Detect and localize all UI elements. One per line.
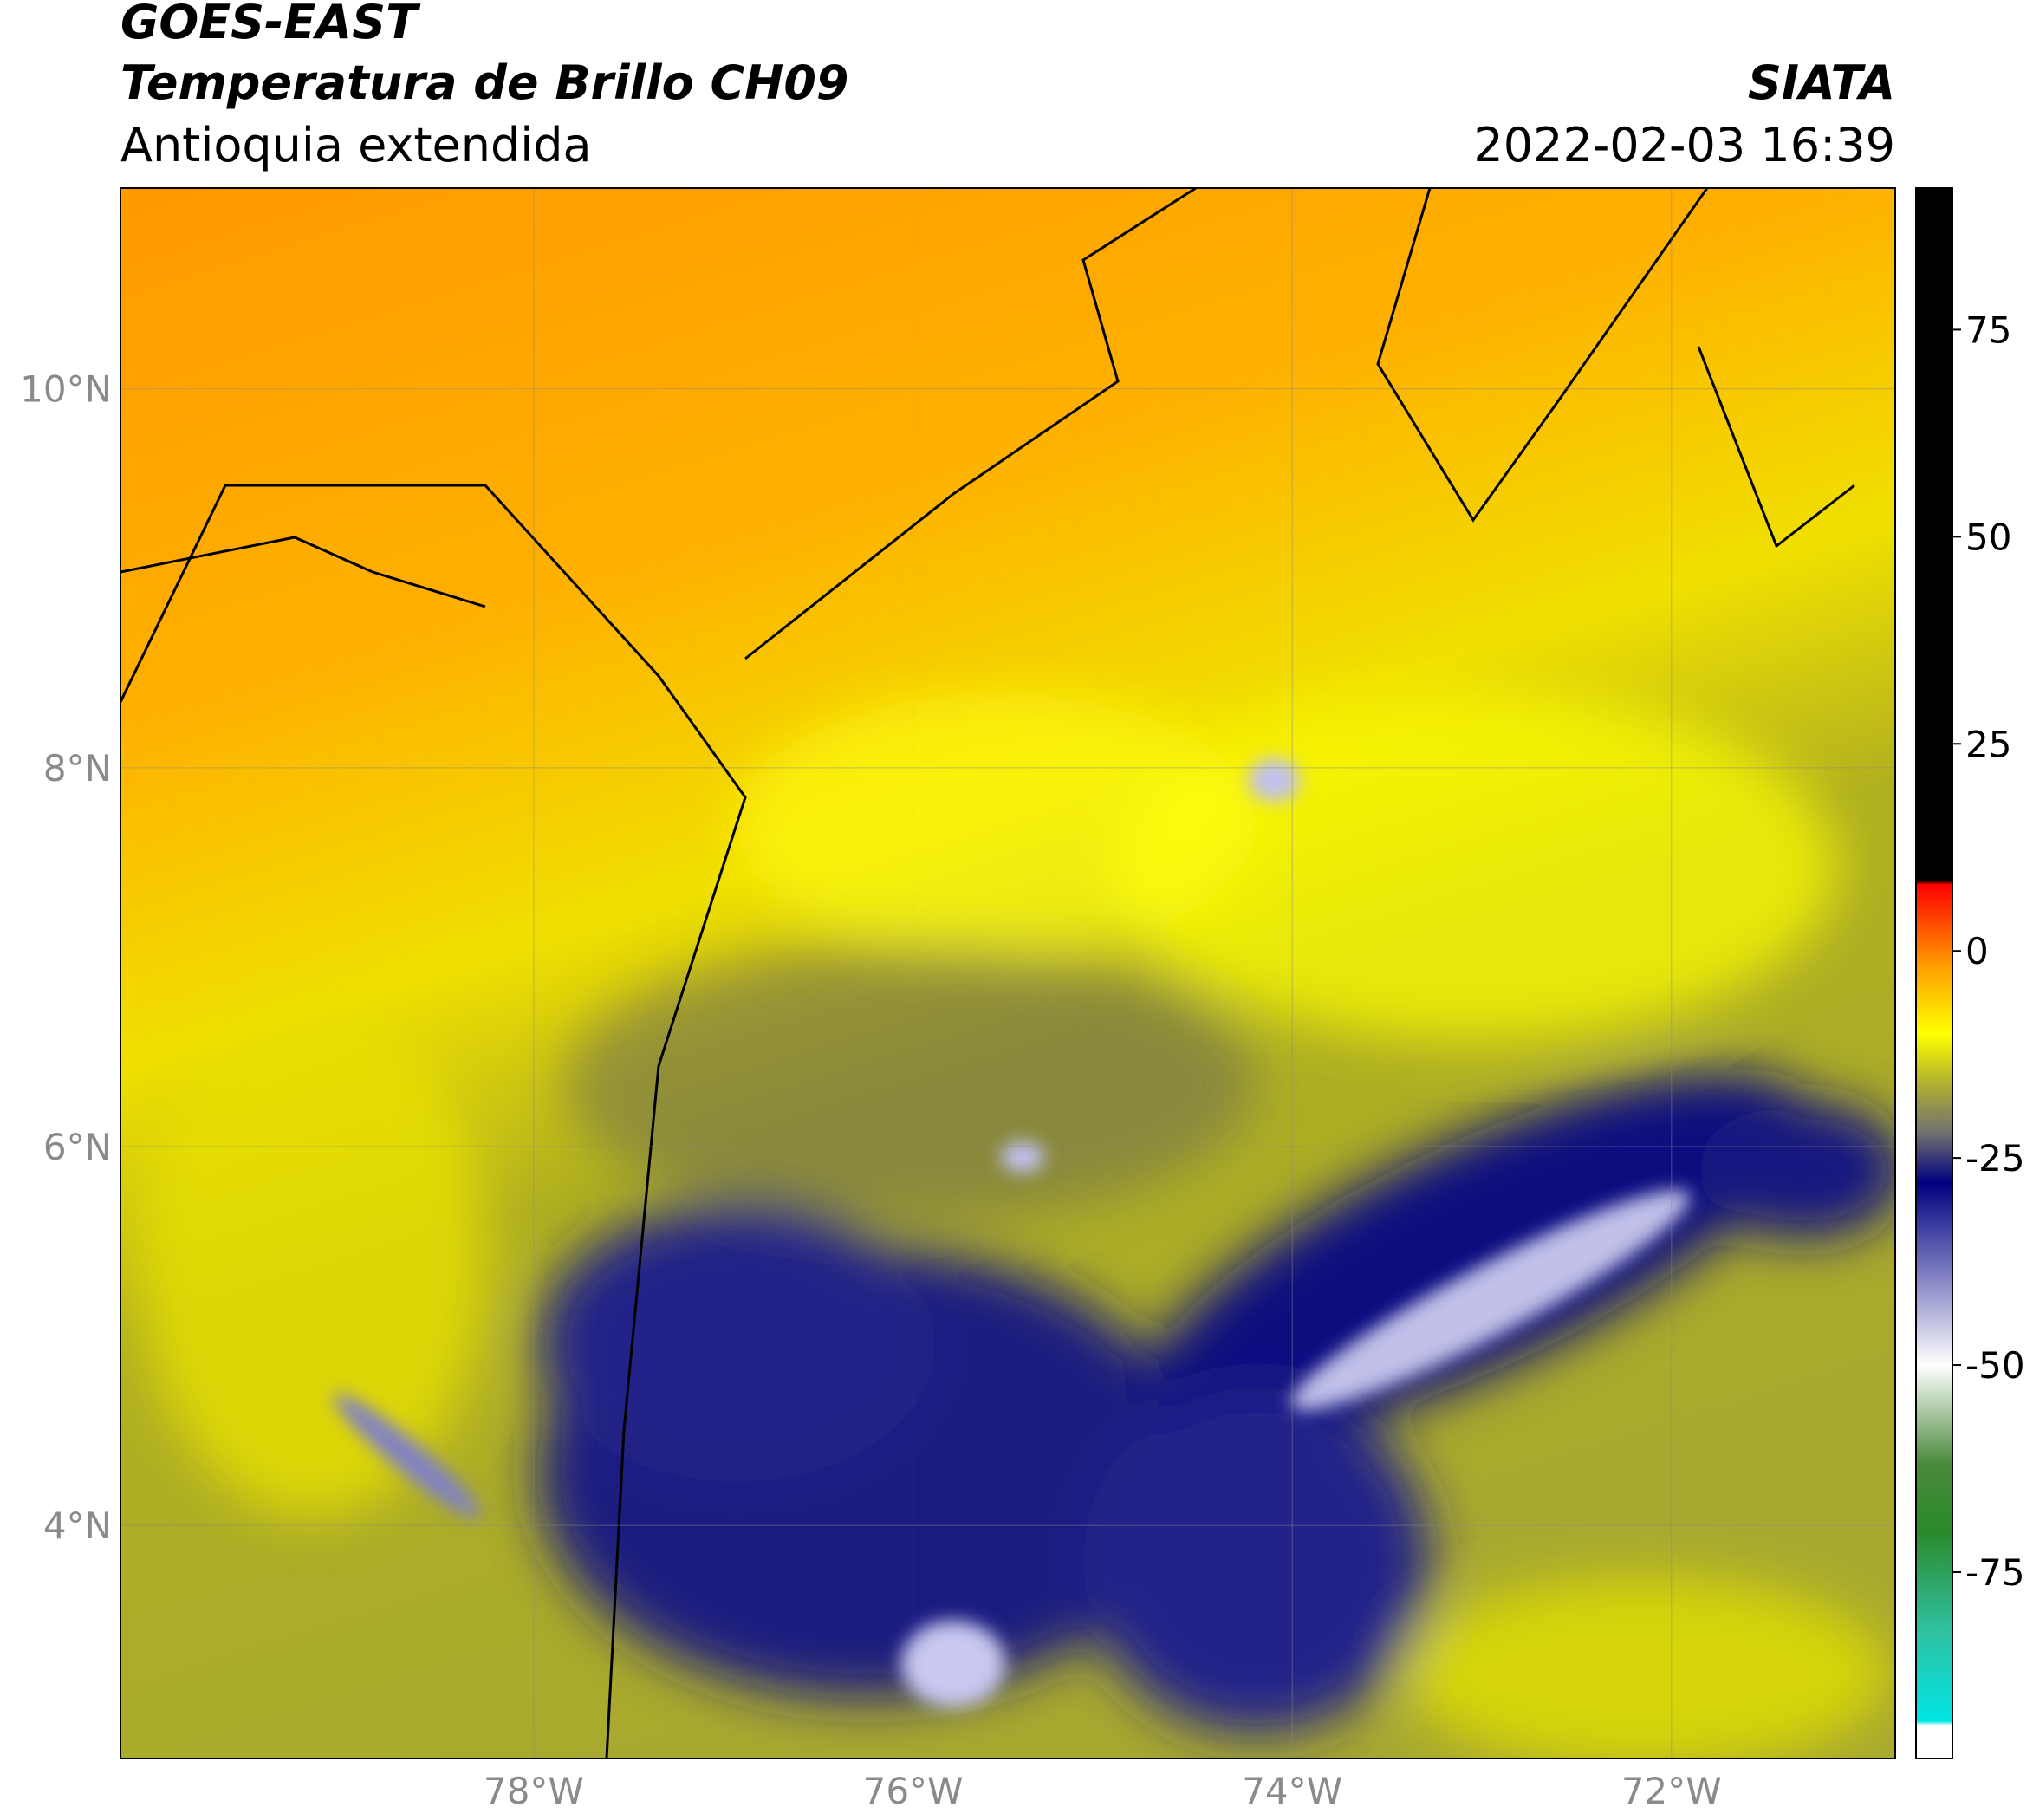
subtitle: Temperatura de Brillo CH09 bbox=[120, 55, 849, 110]
region: Antioquia extendida bbox=[120, 118, 592, 172]
map-image bbox=[120, 188, 1895, 1758]
x-tick-label: 78°W bbox=[484, 1770, 584, 1812]
source: SIATA bbox=[1748, 55, 1895, 110]
colorbar-tick-label: 0 bbox=[1965, 930, 1989, 972]
y-tick-label: 6°N bbox=[43, 1126, 112, 1168]
map-frame bbox=[120, 187, 1896, 1759]
y-tick-label: 8°N bbox=[43, 747, 112, 790]
colorbar-tick-label: -75 bbox=[1965, 1551, 2025, 1594]
colorbar bbox=[1915, 187, 1953, 1759]
x-tick-label: 76°W bbox=[863, 1770, 964, 1812]
colorbar-tick-label: -50 bbox=[1965, 1344, 2025, 1387]
colorbar-tick-label: 50 bbox=[1965, 516, 2011, 558]
x-tick-label: 72°W bbox=[1621, 1770, 1722, 1812]
x-tick-label: 74°W bbox=[1242, 1770, 1342, 1812]
y-tick-label: 10°N bbox=[20, 368, 112, 411]
y-tick-label: 4°N bbox=[43, 1505, 112, 1547]
datetime: 2022-02-03 16:39 bbox=[1473, 118, 1895, 172]
title: GOES-EAST bbox=[120, 0, 421, 49]
colorbar-tick-label: 75 bbox=[1965, 309, 2011, 351]
colorbar-tick-label: 25 bbox=[1965, 723, 2011, 765]
colorbar-tick-label: -25 bbox=[1965, 1137, 2025, 1180]
